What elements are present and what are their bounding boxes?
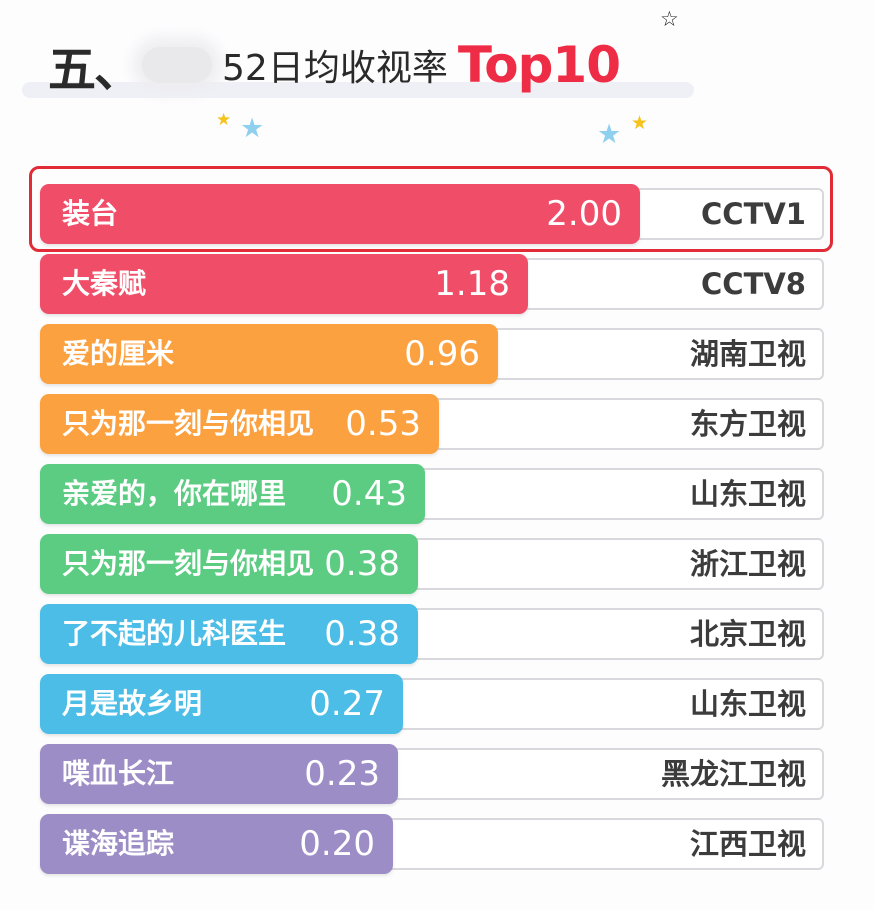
blurred-title-text bbox=[142, 47, 213, 83]
star-gold-icon: ★ bbox=[631, 112, 649, 134]
bar-label: 谍海追踪 bbox=[62, 827, 175, 860]
data-label: 0.53 bbox=[345, 404, 421, 444]
bar bbox=[40, 464, 425, 524]
star-blue-icon: ★ bbox=[240, 113, 265, 144]
data-label: 1.18 bbox=[434, 264, 510, 304]
channel-label: 湖南卫视 bbox=[689, 337, 806, 371]
bar-label: 装台 bbox=[62, 197, 119, 230]
bar bbox=[40, 394, 439, 454]
channel-label: 江西卫视 bbox=[689, 827, 806, 861]
data-label: 0.96 bbox=[404, 334, 480, 374]
bar-label: 亲爱的，你在哪里 bbox=[62, 477, 287, 510]
channel-label: 北京卫视 bbox=[689, 617, 806, 651]
bar bbox=[40, 814, 393, 874]
channel-label: 浙江卫视 bbox=[689, 547, 806, 581]
star-outline-icon: ☆ bbox=[660, 7, 679, 31]
star-gold-icon: ★ bbox=[216, 110, 232, 130]
channel-label: 黑龙江卫视 bbox=[660, 757, 806, 791]
page-title: 五、 52日均收视率 Top10 bbox=[48, 30, 621, 100]
ranking-row: 爱的厘米 0.96 湖南卫视 bbox=[40, 324, 824, 384]
data-label: 0.23 bbox=[304, 754, 380, 794]
data-label: 0.38 bbox=[324, 614, 400, 654]
bar bbox=[40, 324, 498, 384]
bar-label: 大秦赋 bbox=[62, 267, 147, 300]
data-label: 0.20 bbox=[299, 824, 375, 864]
bar bbox=[40, 744, 398, 804]
ranking-row: 只为那一刻与你相见 0.53 东方卫视 bbox=[40, 394, 824, 454]
title-prefix: 五、 bbox=[48, 42, 142, 98]
bar bbox=[40, 534, 418, 594]
channel-label: CCTV8 bbox=[701, 267, 806, 301]
channel-label: 东方卫视 bbox=[689, 407, 806, 441]
ranking-row: 装台 2.00 CCTV1 bbox=[40, 184, 824, 244]
title-underline-band bbox=[22, 82, 694, 98]
bar bbox=[40, 604, 418, 664]
ranking-row: 谍海追踪 0.20 江西卫视 bbox=[40, 814, 824, 874]
ranking-row: 喋血长江 0.23 黑龙江卫视 bbox=[40, 744, 824, 804]
channel-label: 山东卫视 bbox=[689, 687, 806, 721]
channel-label: 山东卫视 bbox=[689, 477, 806, 511]
bar bbox=[40, 674, 403, 734]
data-label: 0.27 bbox=[309, 684, 385, 724]
bar bbox=[40, 254, 528, 314]
ranking-row: 只为那一刻与你相见 0.38 浙江卫视 bbox=[40, 534, 824, 594]
bar-label: 了不起的儿科医生 bbox=[62, 617, 287, 650]
data-label: 0.43 bbox=[331, 474, 407, 514]
bar-label: 只为那一刻与你相见 bbox=[62, 407, 315, 440]
data-label: 0.38 bbox=[324, 544, 400, 584]
ranking-row: 月是故乡明 0.27 山东卫视 bbox=[40, 674, 824, 734]
title-main: 52日均收视率 bbox=[222, 48, 448, 89]
bar-label: 爱的厘米 bbox=[62, 337, 175, 370]
star-blue-icon: ★ bbox=[597, 119, 622, 150]
title-accent: Top10 bbox=[457, 36, 621, 94]
channel-label: CCTV1 bbox=[701, 197, 806, 231]
bar-label: 月是故乡明 bbox=[62, 687, 203, 720]
top-row-highlight-frame bbox=[29, 166, 833, 252]
data-label: 2.00 bbox=[546, 194, 622, 234]
ranking-row: 了不起的儿科医生 0.38 北京卫视 bbox=[40, 604, 824, 664]
bar bbox=[40, 184, 640, 244]
bar-label: 喋血长江 bbox=[62, 757, 175, 790]
ranking-row: 大秦赋 1.18 CCTV8 bbox=[40, 254, 824, 314]
bar-label: 只为那一刻与你相见 bbox=[62, 547, 315, 580]
ranking-row: 亲爱的，你在哪里 0.43 山东卫视 bbox=[40, 464, 824, 524]
